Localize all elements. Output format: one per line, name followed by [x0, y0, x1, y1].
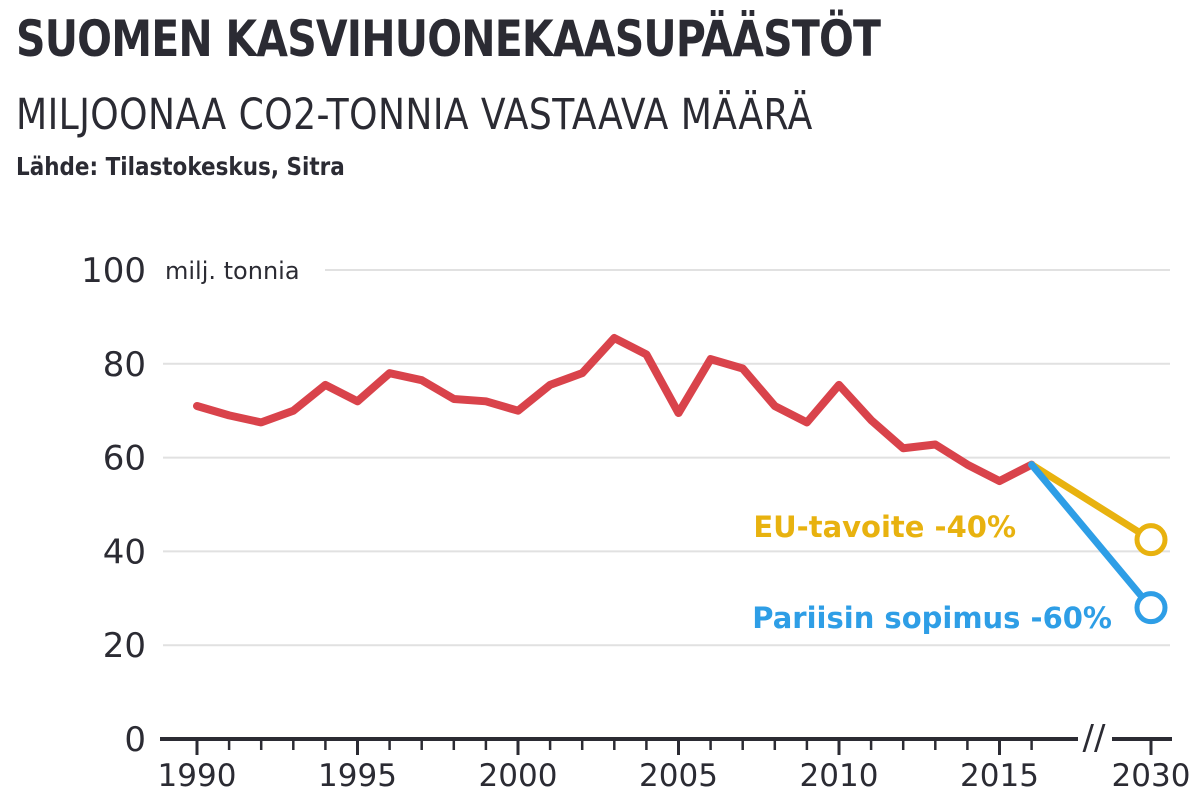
- axis-break-mark: //: [1083, 718, 1106, 758]
- y-tick-label-100: 100: [81, 251, 146, 291]
- series-lines: [193, 334, 1168, 625]
- y-tick-label-0: 0: [124, 720, 146, 760]
- y-unit-label: milj. tonnia: [165, 257, 300, 285]
- gridlines: [163, 269, 1170, 647]
- x-tick-label-1990: 1990: [158, 758, 237, 794]
- x-tick-label-1995: 1995: [318, 758, 397, 794]
- y-tick-label-40: 40: [103, 532, 146, 572]
- x-tick-label-2005: 2005: [639, 758, 718, 794]
- x-tick-label-2015: 2015: [960, 758, 1039, 794]
- x-tick-label-2010: 2010: [800, 758, 879, 794]
- x-tick-label-2000: 2000: [479, 758, 558, 794]
- eu-target-label: EU-tavoite -40%: [753, 510, 1016, 544]
- y-tick-label-20: 20: [103, 626, 146, 666]
- paris-agreement-label: Pariisin sopimus -60%: [752, 601, 1112, 635]
- chart-subtitle: MILJOONAA CO2-TONNIA VASTAAVA MÄÄRÄ: [16, 90, 813, 140]
- y-tick-label-80: 80: [103, 345, 146, 385]
- eu-target-line: [1028, 461, 1155, 544]
- chart-source: Lähde: Tilastokeskus, Sitra: [16, 152, 345, 181]
- y-tick-labels: 0 20 40 60 80 100: [81, 251, 146, 760]
- y-tick-label-60: 60: [103, 439, 146, 479]
- eu-target-point-2030: [1134, 523, 1168, 557]
- chart-title: SUOMEN KASVIHUONEKAASUPÄÄSTÖT: [16, 10, 881, 68]
- x-axis: // 1990 1995 2000 2005 2010 2015 2030: [158, 718, 1191, 794]
- paris-target-point-2030: [1134, 591, 1168, 625]
- paris-target-line: [1028, 461, 1155, 612]
- history-line: [193, 334, 1036, 486]
- x-tick-label-2030: 2030: [1112, 758, 1191, 794]
